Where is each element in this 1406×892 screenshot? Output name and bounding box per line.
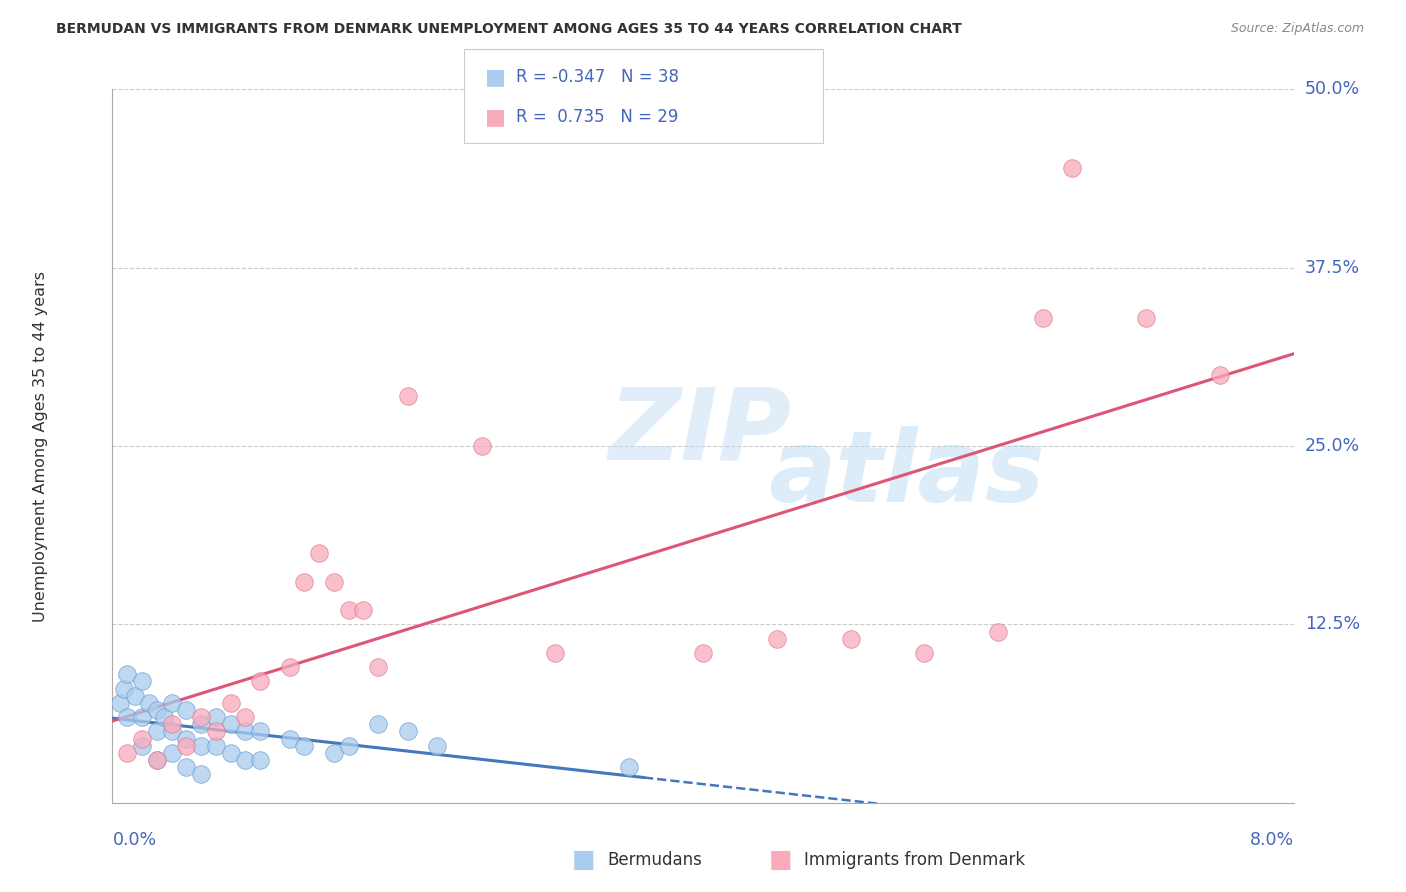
Text: 12.5%: 12.5%	[1305, 615, 1360, 633]
Text: ■: ■	[485, 67, 506, 87]
Point	[190, 710, 212, 724]
Point	[765, 632, 787, 646]
Point	[367, 660, 389, 674]
Point	[987, 624, 1010, 639]
Point	[131, 674, 153, 689]
Point	[692, 646, 714, 660]
Point	[219, 696, 242, 710]
Point	[205, 724, 228, 739]
Point	[337, 603, 360, 617]
Point	[112, 681, 135, 696]
Point	[153, 710, 176, 724]
Point	[174, 703, 197, 717]
Point	[160, 696, 183, 710]
Point	[1062, 161, 1084, 175]
Text: Source: ZipAtlas.com: Source: ZipAtlas.com	[1230, 22, 1364, 36]
Point	[190, 717, 212, 731]
Point	[1032, 310, 1054, 325]
Point	[367, 717, 389, 731]
Point	[146, 753, 169, 767]
Text: 37.5%: 37.5%	[1305, 259, 1360, 277]
Text: 8.0%: 8.0%	[1250, 830, 1294, 848]
Text: 0.0%: 0.0%	[112, 830, 156, 848]
Point	[117, 710, 138, 724]
Point	[323, 746, 346, 760]
Text: R = -0.347   N = 38: R = -0.347 N = 38	[516, 69, 679, 87]
Point	[174, 739, 197, 753]
Point	[278, 731, 301, 746]
Point	[174, 731, 197, 746]
Point	[292, 739, 315, 753]
Point	[471, 439, 494, 453]
Point	[160, 717, 183, 731]
Point	[233, 724, 256, 739]
Text: 25.0%: 25.0%	[1305, 437, 1360, 455]
Point	[117, 667, 138, 681]
Text: R =  0.735   N = 29: R = 0.735 N = 29	[516, 108, 678, 126]
Point	[619, 760, 641, 774]
Point	[174, 760, 197, 774]
Point	[138, 696, 160, 710]
Point	[160, 746, 183, 760]
Text: 50.0%: 50.0%	[1305, 80, 1360, 98]
Text: Unemployment Among Ages 35 to 44 years: Unemployment Among Ages 35 to 44 years	[32, 270, 48, 622]
Point	[146, 703, 169, 717]
Text: Immigrants from Denmark: Immigrants from Denmark	[804, 851, 1025, 869]
Point	[108, 696, 131, 710]
Point	[131, 739, 153, 753]
Point	[278, 660, 301, 674]
Point	[233, 753, 256, 767]
Point	[124, 689, 146, 703]
Point	[352, 603, 374, 617]
Text: ■: ■	[485, 107, 506, 127]
Point	[396, 389, 419, 403]
Point	[146, 724, 169, 739]
Point	[249, 724, 271, 739]
Point	[233, 710, 256, 724]
Point	[544, 646, 567, 660]
Point	[914, 646, 936, 660]
Text: ■: ■	[572, 848, 595, 871]
Point	[308, 546, 330, 560]
Point	[131, 710, 153, 724]
Point	[117, 746, 138, 760]
Point	[839, 632, 862, 646]
Point	[160, 724, 183, 739]
Point	[131, 731, 153, 746]
Point	[190, 739, 212, 753]
Point	[219, 746, 242, 760]
Point	[1135, 310, 1157, 325]
Point	[1208, 368, 1232, 382]
Point	[146, 753, 169, 767]
Point	[426, 739, 449, 753]
Text: ZIP: ZIP	[609, 384, 792, 480]
Point	[337, 739, 360, 753]
Text: BERMUDAN VS IMMIGRANTS FROM DENMARK UNEMPLOYMENT AMONG AGES 35 TO 44 YEARS CORRE: BERMUDAN VS IMMIGRANTS FROM DENMARK UNEM…	[56, 22, 962, 37]
Point	[205, 710, 228, 724]
Point	[396, 724, 419, 739]
Point	[219, 717, 242, 731]
Text: atlas: atlas	[768, 426, 1045, 523]
Point	[190, 767, 212, 781]
Point	[249, 753, 271, 767]
Point	[292, 574, 315, 589]
Point	[205, 739, 228, 753]
Point	[249, 674, 271, 689]
Point	[323, 574, 346, 589]
Text: Bermudans: Bermudans	[607, 851, 702, 869]
Text: ■: ■	[769, 848, 792, 871]
